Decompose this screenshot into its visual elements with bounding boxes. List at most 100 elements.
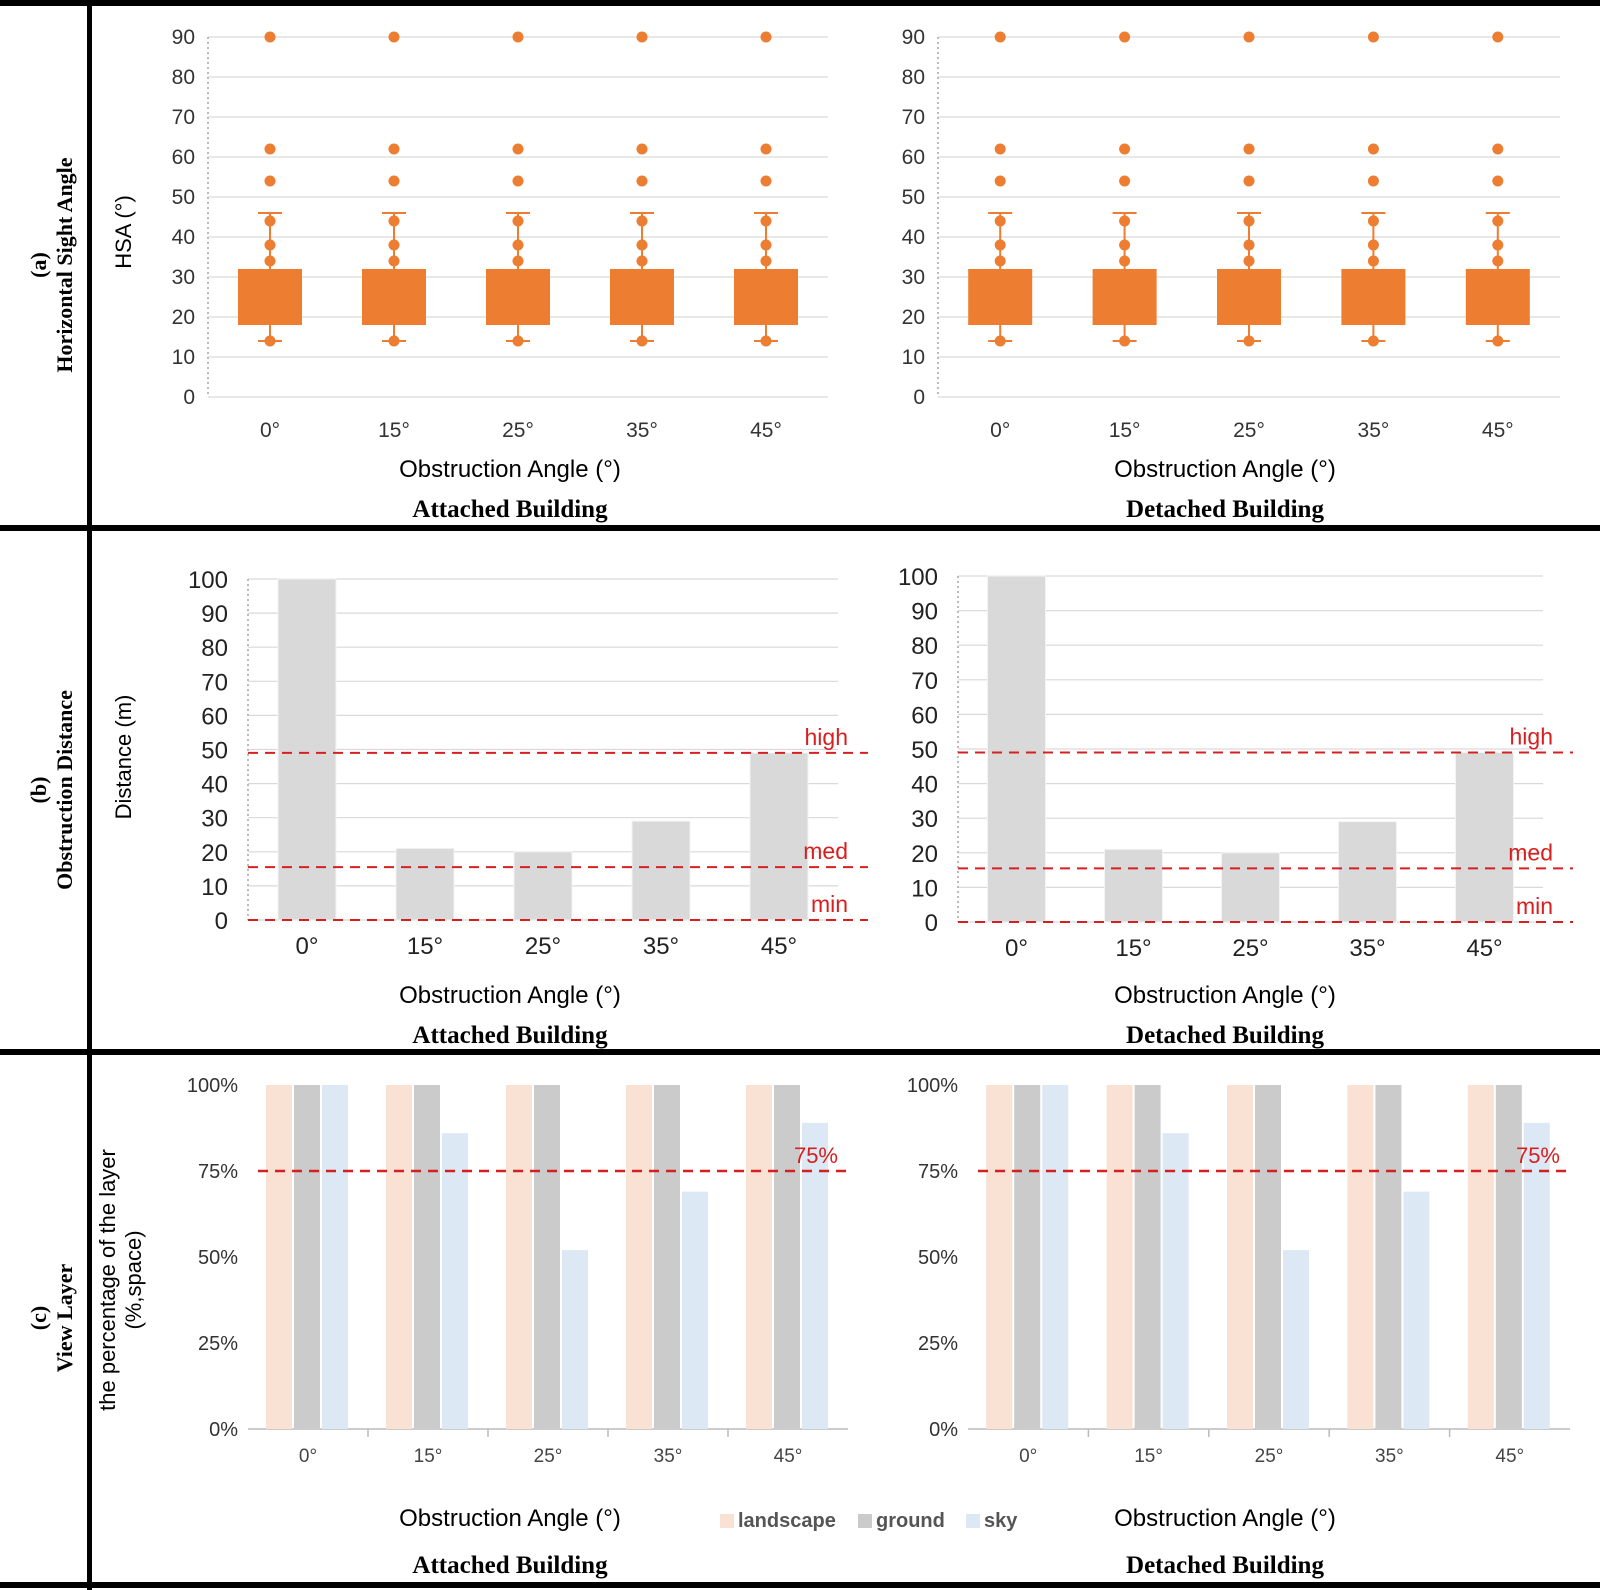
x-tick-label: 15° bbox=[1115, 935, 1151, 962]
y-axis-title-c-line2: (%,space) bbox=[121, 1230, 146, 1329]
x-tick-label: 15° bbox=[407, 933, 443, 960]
data-point bbox=[264, 215, 276, 227]
y-tick-label: 100 bbox=[188, 567, 228, 594]
data-point bbox=[264, 255, 276, 267]
data-point bbox=[1492, 31, 1504, 43]
x-axis-title-c-detached: Obstruction Angle (°) bbox=[1114, 1505, 1336, 1532]
bar-ground-2 bbox=[534, 1085, 560, 1429]
data-point bbox=[512, 31, 524, 43]
x-tick-label: 25° bbox=[1232, 935, 1268, 962]
bar-landscape-2 bbox=[1227, 1085, 1253, 1429]
row-divider-2 bbox=[0, 1049, 1600, 1055]
bar-2 bbox=[1221, 852, 1280, 923]
y-tick-label: 70 bbox=[172, 106, 195, 129]
data-point bbox=[994, 255, 1006, 267]
x-tick-label: 35° bbox=[654, 1446, 683, 1467]
data-point bbox=[1243, 255, 1255, 267]
bar-landscape-1 bbox=[386, 1085, 412, 1429]
row-a-letter: (a) bbox=[26, 252, 51, 278]
data-point bbox=[388, 335, 400, 347]
y-tick-label: 50% bbox=[198, 1247, 238, 1269]
y-tick-label: 100% bbox=[907, 1075, 958, 1097]
y-tick-label: 100% bbox=[187, 1075, 238, 1097]
data-point bbox=[1119, 239, 1131, 251]
y-tick-label: 50 bbox=[902, 186, 925, 209]
legend-swatch-landscape bbox=[720, 1514, 734, 1528]
data-point bbox=[388, 239, 400, 251]
x-axis-title-b-attached: Obstruction Angle (°) bbox=[399, 982, 621, 1009]
data-point bbox=[994, 143, 1006, 155]
data-point bbox=[760, 143, 772, 155]
y-tick-label: 20 bbox=[902, 306, 925, 329]
data-point bbox=[760, 335, 772, 347]
bar-1 bbox=[395, 847, 455, 921]
panel-title-b-attached: Attached Building bbox=[412, 1022, 608, 1049]
data-point bbox=[1119, 335, 1131, 347]
data-point bbox=[1367, 335, 1379, 347]
y-tick-label: 75% bbox=[918, 1161, 958, 1183]
y-tick-label: 20 bbox=[172, 306, 195, 329]
left-column-divider bbox=[87, 0, 92, 1590]
data-point bbox=[264, 239, 276, 251]
x-tick-label: 35° bbox=[1349, 935, 1385, 962]
bar-sky-2 bbox=[1283, 1250, 1309, 1429]
bar-landscape-3 bbox=[626, 1085, 652, 1429]
data-point bbox=[388, 31, 400, 43]
x-axis-title-b-detached: Obstruction Angle (°) bbox=[1114, 982, 1336, 1009]
y-tick-label: 70 bbox=[911, 668, 938, 695]
bar-landscape-4 bbox=[1467, 1085, 1494, 1429]
y-tick-label: 50 bbox=[911, 737, 938, 764]
data-point bbox=[1367, 143, 1379, 155]
data-point bbox=[264, 31, 276, 43]
data-point bbox=[512, 175, 524, 187]
data-point bbox=[1243, 215, 1255, 227]
chart-distance-detached: 0 10 20 30 40 50 60 70 80 90 100 0° 15° 25° 35° 45° high… bbox=[898, 564, 1573, 962]
data-point bbox=[636, 175, 648, 187]
y-tick-label: 10 bbox=[201, 874, 228, 901]
data-point bbox=[1492, 215, 1504, 227]
x-axis-title-c-attached: Obstruction Angle (°) bbox=[399, 1505, 621, 1532]
data-point bbox=[1119, 215, 1131, 227]
x-tick-label: 0° bbox=[299, 1446, 317, 1467]
data-point bbox=[512, 215, 524, 227]
row-divider-1 bbox=[0, 525, 1600, 531]
bar-0 bbox=[277, 578, 337, 921]
bar-sky-4 bbox=[802, 1122, 828, 1429]
bar-2 bbox=[513, 851, 573, 921]
threshold-label-high: high bbox=[1510, 723, 1553, 749]
chart-hsa-detached: 0 10 20 30 40 50 60 70 80 90 0° 15° 25° 35° 45° bbox=[902, 26, 1560, 442]
bar-0 bbox=[987, 575, 1046, 923]
x-tick-label: 25° bbox=[525, 933, 561, 960]
bar-landscape-1 bbox=[1106, 1085, 1133, 1429]
y-tick-label: 90 bbox=[172, 26, 195, 49]
threshold-label-med: med bbox=[1508, 839, 1553, 865]
y-tick-label: 40 bbox=[201, 772, 228, 799]
y-tick-label: 90 bbox=[911, 599, 938, 626]
data-point bbox=[636, 239, 648, 251]
y-tick-label: 30 bbox=[201, 806, 228, 833]
chart-view-layer-attached: 0% 25% 50% 75% 100% 0° 15° 25° 35° 45° 75% bbox=[187, 1075, 848, 1467]
data-point bbox=[1492, 143, 1504, 155]
box-3 bbox=[610, 269, 674, 325]
chart-view-layer-detached: 0% 25% 50% 75% 100% 0° 15° 25° 35° 45° 75% bbox=[907, 1075, 1570, 1467]
x-tick-label: 35° bbox=[626, 419, 658, 442]
row-c-title: View Layer bbox=[52, 1263, 77, 1372]
box-1 bbox=[1092, 269, 1157, 325]
data-point bbox=[1243, 143, 1255, 155]
y-tick-label: 10 bbox=[911, 875, 938, 902]
bar-sky-0 bbox=[1042, 1085, 1069, 1429]
data-point bbox=[636, 255, 648, 267]
x-tick-label: 15° bbox=[1134, 1446, 1163, 1467]
chart-hsa-attached: 0 10 20 30 40 50 60 70 80 90 0° 15° 25° 35° 45° bbox=[172, 26, 828, 442]
data-point bbox=[1367, 175, 1379, 187]
y-tick-label: 90 bbox=[201, 601, 228, 628]
y-tick-label: 90 bbox=[902, 26, 925, 49]
bar-3 bbox=[631, 820, 691, 921]
data-point bbox=[1243, 31, 1255, 43]
y-tick-label: 70 bbox=[201, 669, 228, 696]
data-point bbox=[512, 335, 524, 347]
x-tick-label: 45° bbox=[1466, 935, 1502, 962]
data-point bbox=[1492, 335, 1504, 347]
bar-landscape-0 bbox=[986, 1085, 1013, 1429]
data-point bbox=[264, 175, 276, 187]
